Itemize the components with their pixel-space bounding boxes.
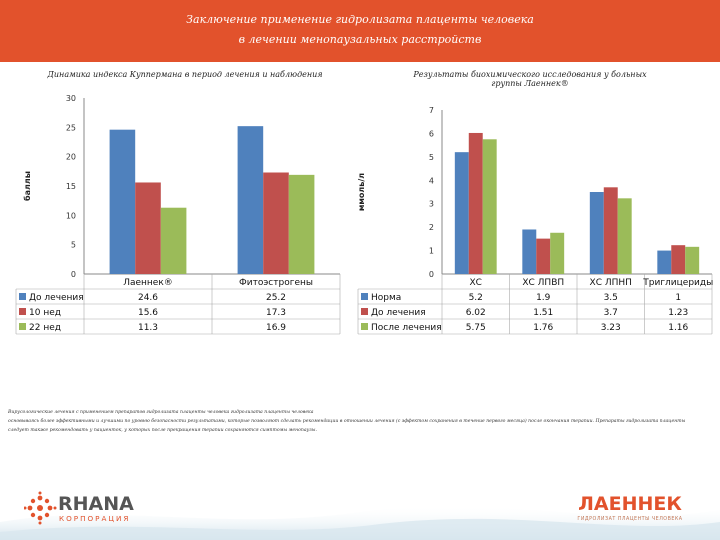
note-line-2: основываясь более эффективными и лучшими…: [8, 419, 686, 424]
note-line-1: Вирусологические лечения с применением п…: [8, 410, 314, 415]
y-axis-label: ммоль/л: [357, 173, 366, 211]
chart-1-title: Динамика индекса Куппермана в период леч…: [47, 70, 323, 79]
category-label: Лаеннек®: [123, 278, 173, 288]
legend-swatch: [361, 323, 368, 330]
legend-label: 10 нед: [29, 308, 61, 318]
data-table-value: 1.51: [533, 308, 553, 318]
data-table-value: 1.16: [668, 323, 688, 333]
legend-swatch: [361, 293, 368, 300]
category-label: Триглицериды: [642, 278, 713, 288]
data-table-value: 24.6: [138, 293, 158, 303]
legend-swatch: [19, 293, 26, 300]
bar-2: [671, 245, 686, 274]
bar-2: [536, 238, 551, 274]
bar-2: [468, 132, 483, 274]
y-tick-label: 25: [66, 123, 76, 132]
data-table-value: 5.2: [469, 293, 483, 303]
data-table-value: 3.7: [604, 308, 618, 318]
slide-title-line-1: Заключение применение гидролизата плацен…: [186, 13, 534, 26]
y-tick-label: 15: [66, 182, 76, 191]
data-table-value: 15.6: [138, 308, 158, 318]
legend-label: Норма: [371, 293, 401, 303]
bar-1: [109, 129, 136, 274]
footer-wave-decoration: [0, 505, 720, 540]
y-tick-label: 1: [429, 247, 434, 256]
rhana-logo-subtext: КОРПОРАЦИЯ: [59, 514, 130, 523]
data-table-value: 3.23: [601, 323, 621, 333]
bar-3: [617, 198, 632, 274]
bar-2: [603, 187, 618, 274]
y-tick-label: 0: [71, 270, 76, 279]
data-table-value: 25.2: [266, 293, 286, 303]
laennec-logo-text: ЛАЕННЕК: [578, 493, 682, 515]
legend-swatch: [361, 308, 368, 315]
y-tick-label: 5: [71, 241, 76, 250]
category-label: ХС: [470, 278, 482, 288]
data-table-value: 16.9: [266, 323, 286, 333]
category-label: Фитоэстрогены: [239, 278, 313, 288]
y-tick-label: 20: [66, 153, 76, 162]
data-table-value: 1.23: [668, 308, 688, 318]
legend-label: До лечения: [29, 293, 84, 303]
y-tick-label: 3: [429, 200, 434, 209]
data-table-value: 1.9: [536, 293, 551, 303]
y-axis-label: баллы: [22, 171, 32, 201]
y-tick-label: 2: [429, 223, 434, 232]
kupperman-chart: 0 5 10 15 20 25 30 баллы Лаеннек® Фитоэстрогены До…: [15, 94, 341, 335]
category-label: ХС ЛПВП: [522, 278, 564, 288]
bar-2: [263, 172, 289, 274]
bar-3: [550, 232, 565, 274]
note-line-3: следует также рекомендовать у пациенток,…: [8, 428, 318, 433]
data-table-value: 5.75: [466, 323, 486, 333]
data-table-value: 1.76: [533, 323, 553, 333]
biochem-chart: 0 1 2 3 4 5 6 7 ммоль/л ХС ХС ЛПВП ХС ЛПНП Триглицер…: [357, 106, 713, 335]
bar-2: [135, 182, 161, 274]
legend-swatch: [19, 308, 26, 315]
footnotes: Вирусологические лечения с применением п…: [8, 408, 708, 435]
y-tick-label: 7: [429, 106, 434, 115]
y-tick-label: 5: [429, 153, 434, 162]
legend-label: После лечения: [371, 323, 442, 333]
legend-swatch: [19, 323, 26, 330]
bar-1: [522, 229, 537, 274]
bar-1: [657, 250, 672, 274]
laennec-logo: ЛАЕННЕК ГИДРОЛИЗАТ ПЛАЦЕНТЫ ЧЕЛОВЕКА: [560, 490, 700, 526]
bar-3: [160, 207, 187, 274]
chart-2-title: Результаты биохимического исследования у…: [413, 70, 647, 88]
slide-title-line-2: в лечении менопаузальных расстройств: [238, 33, 482, 46]
y-tick-label: 4: [429, 176, 434, 185]
data-table-value: 17.3: [266, 308, 286, 318]
bar-3: [482, 139, 497, 274]
data-table-value: 11.3: [138, 323, 158, 333]
rhana-logo-text: RHANA: [58, 493, 134, 515]
y-tick-label: 6: [429, 129, 434, 138]
bar-1: [237, 126, 264, 274]
y-tick-label: 10: [66, 211, 76, 220]
y-tick-label: 30: [66, 94, 76, 103]
bar-1: [454, 152, 469, 274]
bar-1: [589, 192, 604, 274]
data-table-value: 3.5: [604, 293, 618, 303]
data-table-value: 6.02: [466, 308, 486, 318]
rhana-logo: RHANA КОРПОРАЦИЯ: [23, 490, 164, 526]
rhana-logo-mark: RHANA КОРПОРАЦИЯ: [23, 491, 134, 525]
bar-3: [685, 246, 700, 274]
data-table-value: 1: [675, 293, 681, 303]
legend-label: До лечения: [371, 308, 426, 318]
bar-3: [288, 174, 315, 274]
legend-label: 22 нед: [29, 323, 61, 333]
y-tick-label: 0: [429, 270, 434, 279]
laennec-logo-subtext: ГИДРОЛИЗАТ ПЛАЦЕНТЫ ЧЕЛОВЕКА: [577, 516, 682, 522]
category-label: ХС ЛПНП: [590, 278, 632, 288]
header-band: [0, 0, 720, 62]
